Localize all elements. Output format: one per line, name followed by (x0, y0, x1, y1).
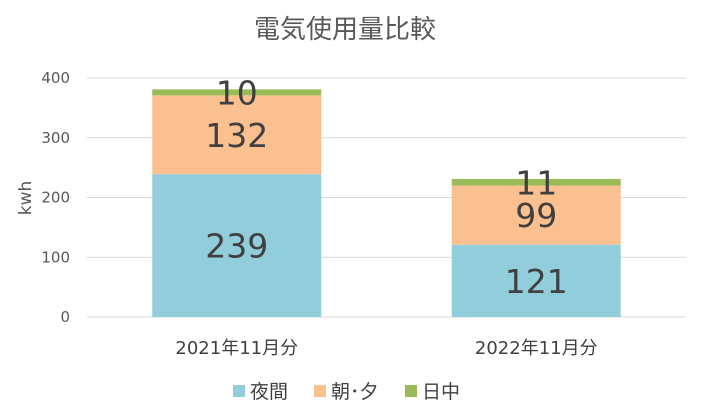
x-tick-label: 2021年11月分 (175, 338, 298, 359)
bar-segment (451, 185, 621, 245)
legend-label: 夜間 (250, 381, 288, 403)
y-tick-label: 0 (60, 308, 70, 326)
legend-swatch (405, 385, 417, 397)
bar-segment (152, 174, 322, 317)
data-label: 132 (205, 116, 268, 155)
bar-segment (451, 178, 621, 186)
chart-title: 電気使用量比較 (254, 15, 436, 45)
data-label: 10 (216, 73, 258, 112)
legend-label: 日中 (422, 381, 460, 403)
y-axis-title: kwh (16, 181, 36, 216)
data-label: 11 (515, 163, 557, 202)
bar-segment (451, 244, 621, 317)
bar-segment (152, 95, 322, 175)
legend: 夜間 朝･夕 日中 (233, 381, 460, 403)
y-tick-label: 200 (41, 189, 70, 207)
data-label: 121 (505, 262, 568, 301)
legend-label: 朝･夕 (331, 381, 379, 403)
legend-swatch (233, 385, 245, 397)
y-tick-label: 100 (41, 248, 70, 266)
y-axis-ticks: 0 100 200 300 400 (41, 69, 70, 326)
y-tick-label: 400 (41, 69, 70, 87)
bar-segment (152, 89, 322, 96)
legend-swatch (314, 385, 326, 397)
data-label: 99 (515, 196, 557, 235)
y-tick-label: 300 (41, 129, 70, 147)
x-axis-categories: 2021年11月分 2022年11月分 (175, 338, 597, 359)
x-tick-label: 2022年11月分 (475, 338, 598, 359)
data-label: 239 (205, 227, 268, 266)
bars (152, 89, 621, 317)
